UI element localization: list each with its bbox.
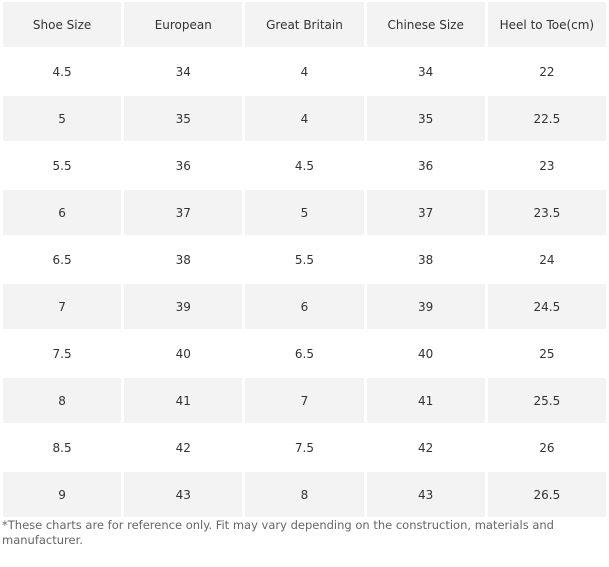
table-cell: 4 <box>245 49 364 94</box>
table-cell: 23 <box>487 143 606 188</box>
table-cell: 4.5 <box>245 143 364 188</box>
table-cell: 8 <box>3 378 122 423</box>
table-row: 8.5 42 7.5 42 26 <box>3 425 606 470</box>
table-cell: 39 <box>366 284 485 329</box>
table-cell: 8.5 <box>3 425 122 470</box>
table-row: 8 41 7 41 25.5 <box>3 378 606 423</box>
table-cell: 25 <box>487 331 606 376</box>
table-cell: 22.5 <box>487 96 606 141</box>
header-row: Shoe Size European Great Britain Chinese Si… <box>3 2 606 47</box>
table-cell: 6 <box>245 284 364 329</box>
header-cell: Great Britain <box>245 2 364 47</box>
table-cell: 36 <box>124 143 243 188</box>
table-cell: 9 <box>3 472 122 517</box>
table-cell: 41 <box>366 378 485 423</box>
table-cell: 7.5 <box>245 425 364 470</box>
table-cell: 25.5 <box>487 378 606 423</box>
table-cell: 40 <box>124 331 243 376</box>
table-cell: 24 <box>487 237 606 282</box>
table-row: 5 35 4 35 22.5 <box>3 96 606 141</box>
table-cell: 5.5 <box>3 143 122 188</box>
header-cell: European <box>124 2 243 47</box>
table-cell: 35 <box>366 96 485 141</box>
table-cell: 5 <box>245 190 364 235</box>
header-cell: Heel to Toe(cm) <box>487 2 606 47</box>
table-cell: 41 <box>124 378 243 423</box>
table-cell: 4 <box>245 96 364 141</box>
footnote: *These charts are for reference only. Fi… <box>2 518 554 547</box>
table-cell: 22 <box>487 49 606 94</box>
table-row: 4.5 34 4 34 22 <box>3 49 606 94</box>
table-cell: 39 <box>124 284 243 329</box>
table-cell: 6 <box>3 190 122 235</box>
table-body: 4.5 34 4 34 22 5 35 4 35 22.5 5.5 36 4.5 36 23 6 37 5 37 23… <box>3 49 606 517</box>
table-cell: 26.5 <box>487 472 606 517</box>
table-row: 5.5 36 4.5 36 23 <box>3 143 606 188</box>
table-cell: 35 <box>124 96 243 141</box>
header-cell: Chinese Size <box>366 2 485 47</box>
table-cell: 42 <box>124 425 243 470</box>
table-row: 6 37 5 37 23.5 <box>3 190 606 235</box>
table-cell: 6.5 <box>3 237 122 282</box>
table-cell: 8 <box>245 472 364 517</box>
table-cell: 42 <box>366 425 485 470</box>
table-cell: 34 <box>124 49 243 94</box>
table-row: 9 43 8 43 26.5 <box>3 472 606 517</box>
table-cell: 6.5 <box>245 331 364 376</box>
table-cell: 43 <box>124 472 243 517</box>
table-row: 7 39 6 39 24.5 <box>3 284 606 329</box>
table-cell: 5.5 <box>245 237 364 282</box>
table-cell: 24.5 <box>487 284 606 329</box>
table-cell: 4.5 <box>3 49 122 94</box>
table-cell: 40 <box>366 331 485 376</box>
table-cell: 38 <box>124 237 243 282</box>
header-cell: Shoe Size <box>3 2 122 47</box>
table-cell: 38 <box>366 237 485 282</box>
table-header: Shoe Size European Great Britain Chinese Si… <box>3 2 606 47</box>
table-cell: 7 <box>3 284 122 329</box>
table-cell: 7.5 <box>3 331 122 376</box>
table-cell: 26 <box>487 425 606 470</box>
table-cell: 36 <box>366 143 485 188</box>
table-cell: 43 <box>366 472 485 517</box>
table-cell: 23.5 <box>487 190 606 235</box>
table-cell: 5 <box>3 96 122 141</box>
table-cell: 37 <box>366 190 485 235</box>
table-row: 7.5 40 6.5 40 25 <box>3 331 606 376</box>
table-cell: 7 <box>245 378 364 423</box>
table-cell: 34 <box>366 49 485 94</box>
size-table: Shoe Size European Great Britain Chinese Si… <box>3 2 606 517</box>
table-row: 6.5 38 5.5 38 24 <box>3 237 606 282</box>
table-cell: 37 <box>124 190 243 235</box>
